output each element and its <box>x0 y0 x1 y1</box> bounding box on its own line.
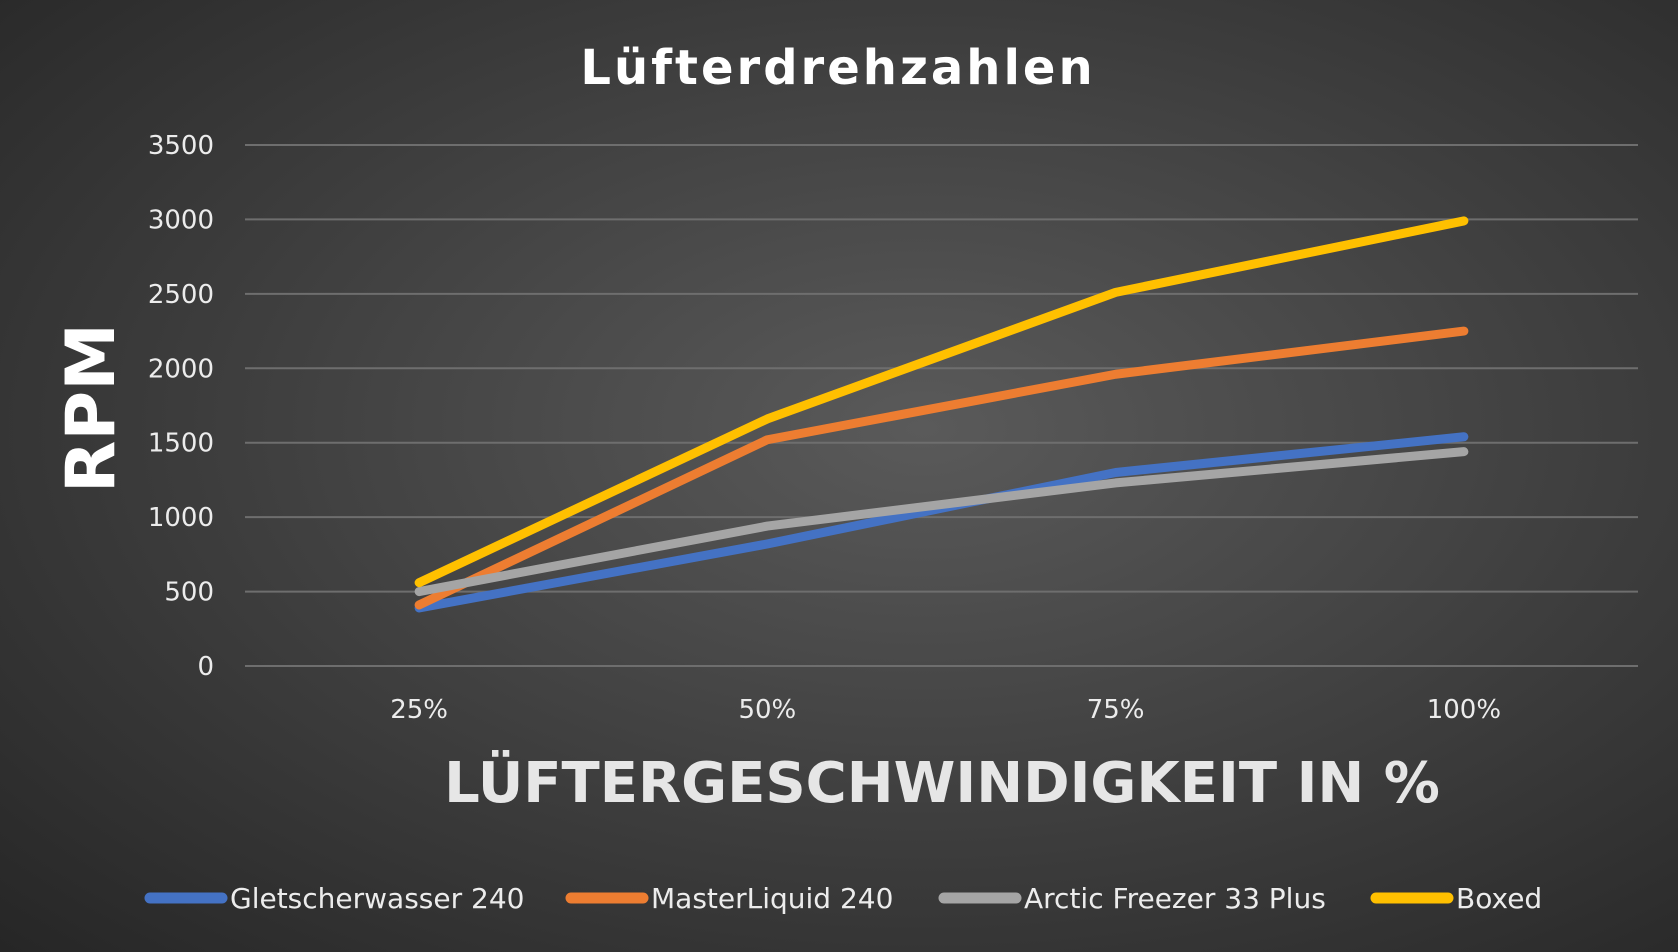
y-tick-label: 1500 <box>148 429 214 459</box>
series-line-3 <box>414 216 1469 588</box>
y-tick-label: 2000 <box>148 354 214 384</box>
legend-item[interactable]: MasterLiquid 240 <box>565 882 893 915</box>
y-tick-label: 3500 <box>148 131 214 161</box>
series-line-1 <box>414 326 1469 610</box>
legend: Gletscherwasser 240 MasterLiquid 240 Arcti… <box>144 882 1542 915</box>
y-tick-label: 0 <box>197 652 214 682</box>
legend-item[interactable]: Arctic Freezer 33 Plus <box>938 882 1326 915</box>
x-axis-ticks: 25% 50% 75% 100% <box>390 695 1501 725</box>
x-tick-label: 25% <box>390 695 448 725</box>
grid <box>245 144 1638 667</box>
y-axis-ticks: 0 500 1000 1500 2000 2500 3000 3500 <box>148 131 214 682</box>
legend-label: MasterLiquid 240 <box>651 882 893 915</box>
legend-label: Boxed <box>1456 882 1542 915</box>
x-tick-label: 100% <box>1427 695 1501 725</box>
y-tick-label: 500 <box>164 578 214 608</box>
legend-label: Gletscherwasser 240 <box>230 882 524 915</box>
x-tick-label: 50% <box>738 695 796 725</box>
y-tick-label: 3000 <box>148 205 214 235</box>
series-line-2 <box>414 447 1469 597</box>
legend-item[interactable]: Boxed <box>1370 882 1542 915</box>
series-lines <box>414 216 1469 613</box>
chart-title: Lüfterdrehzahlen <box>580 40 1095 96</box>
legend-label: Arctic Freezer 33 Plus <box>1024 882 1326 915</box>
y-tick-label: 2500 <box>148 280 214 310</box>
y-tick-label: 1000 <box>148 503 214 533</box>
y-axis-title: RPM <box>52 323 131 493</box>
x-axis-title: LÜFTERGESCHWINDIGKEIT IN % <box>444 751 1440 816</box>
legend-item[interactable]: Gletscherwasser 240 <box>144 882 524 915</box>
x-tick-label: 75% <box>1087 695 1145 725</box>
